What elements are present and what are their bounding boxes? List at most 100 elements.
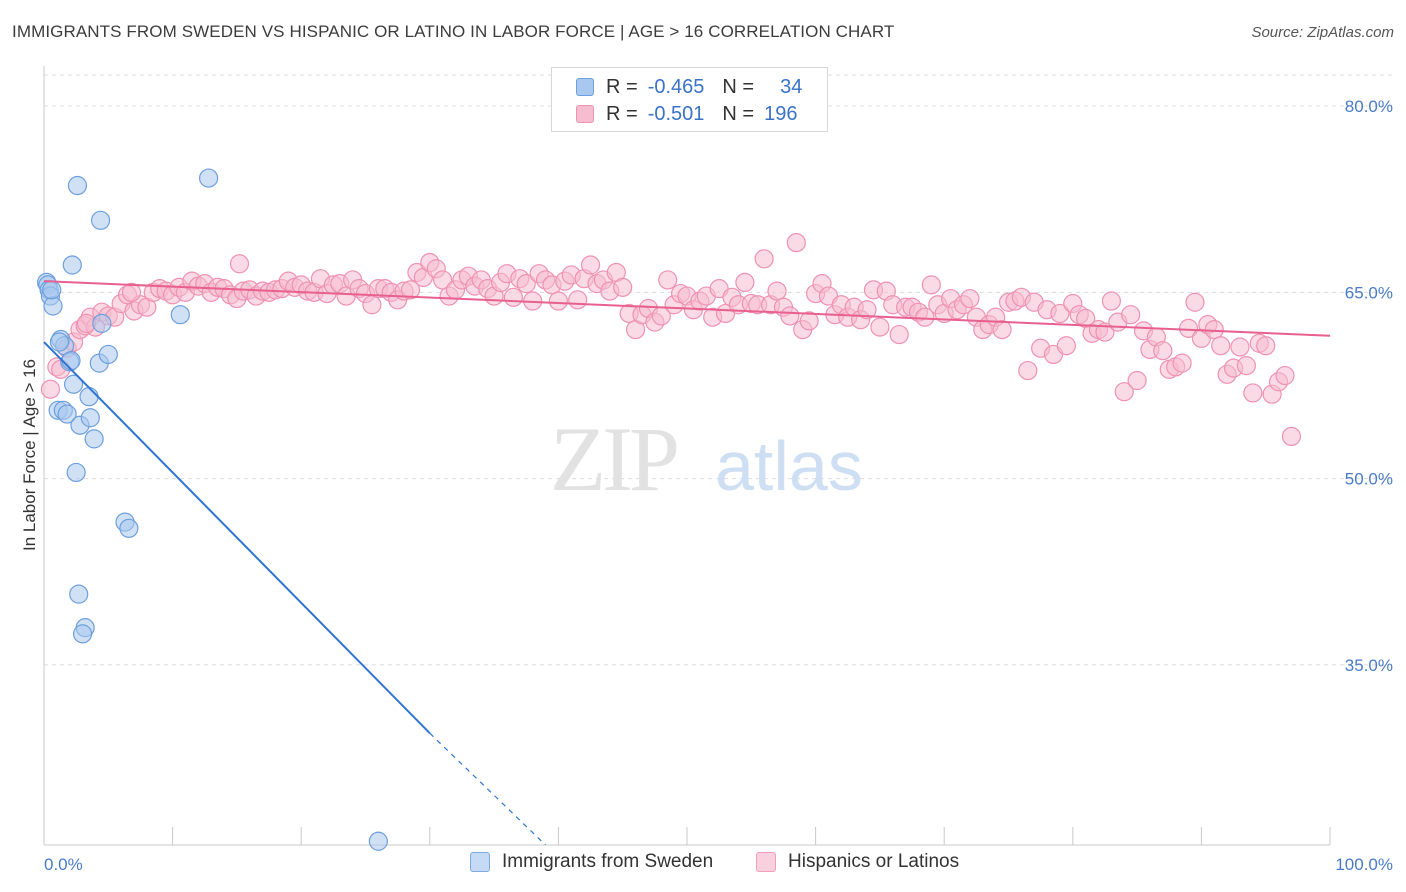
chart-title: IMMIGRANTS FROM SWEDEN VS HISPANIC OR LA… — [12, 22, 895, 41]
hispanics-point — [1121, 305, 1141, 325]
correlation-legend: R = -0.465 N = 34 R = -0.501 N = 196 — [551, 67, 828, 132]
source-label: Source: ZipAtlas.com — [1251, 24, 1394, 41]
sweden-point — [368, 831, 388, 851]
hispanics-point — [799, 311, 819, 331]
sweden-point — [72, 624, 93, 644]
hispanics-point — [1243, 383, 1263, 403]
legend-swatch-hispanics — [756, 852, 776, 872]
legend-row-hispanics: R = -0.501 N = 196 — [576, 102, 797, 126]
axes — [43, 66, 1331, 846]
sweden-point — [119, 518, 139, 538]
hispanics-point — [915, 307, 935, 327]
sweden-point — [199, 168, 219, 188]
y-tick-labels: 35.0% 50.0% 65.0% 80.0% — [1345, 97, 1393, 675]
hispanics-point — [1101, 291, 1121, 311]
legend-r-label: R = — [606, 75, 638, 98]
hispanics-point — [613, 277, 633, 297]
hispanics-point — [1056, 336, 1076, 356]
sweden-point — [67, 175, 88, 196]
hispanics-point — [1185, 292, 1205, 312]
hispanics-point — [1127, 370, 1147, 391]
watermark-atlas: atlas — [715, 427, 863, 505]
sweden-point — [66, 462, 86, 483]
hispanics-point — [921, 275, 941, 295]
hispanics-point — [870, 317, 890, 337]
legend-r-value: -0.465 — [647, 75, 705, 98]
sweden-trend-line — [43, 341, 431, 734]
sweden-points — [36, 168, 388, 851]
legend-n-value: 34 — [780, 75, 803, 98]
sweden-point — [49, 332, 70, 352]
y-tick-label: 80.0% — [1345, 97, 1393, 116]
x-tick-min: 0.0% — [44, 855, 83, 874]
hispanics-point — [889, 324, 909, 345]
legend-label-hispanics: Hispanics or Latinos — [788, 851, 960, 872]
legend-n-value: 196 — [764, 102, 798, 125]
hispanics-point — [40, 379, 61, 399]
y-tick-label: 35.0% — [1345, 656, 1393, 675]
y-tick-label: 65.0% — [1345, 283, 1393, 302]
x-tick-max: 100.0% — [1335, 855, 1393, 874]
hispanics-point — [767, 281, 787, 301]
sweden-point — [57, 404, 77, 424]
hispanics-point — [548, 291, 569, 311]
hispanics-point — [857, 300, 877, 320]
sweden-point — [90, 210, 111, 230]
hispanics-point — [1204, 319, 1224, 340]
hispanics-point — [1178, 318, 1199, 338]
hispanics-point — [1050, 303, 1070, 324]
legend-n-label: N = — [722, 102, 755, 125]
grid-lines — [44, 74, 1393, 666]
sweden-point — [62, 255, 82, 275]
hispanics-point — [362, 295, 382, 315]
hispanics-point — [400, 280, 421, 300]
hispanics-point — [780, 306, 800, 326]
legend-r-label: R = — [606, 102, 638, 125]
hispanics-point — [1281, 426, 1302, 447]
hispanics-point — [229, 254, 250, 274]
legend-label-sweden: Immigrants from Sweden — [502, 851, 714, 872]
hispanics-point — [1275, 365, 1295, 386]
sweden-point — [79, 387, 99, 407]
hispanics-point — [516, 274, 536, 294]
hispanics-point — [1230, 337, 1250, 357]
y-tick-label: 50.0% — [1345, 470, 1393, 489]
legend-n-label: N = — [722, 75, 755, 98]
hispanics-point — [1114, 382, 1134, 402]
hispanics-point — [658, 270, 678, 290]
sweden-point — [61, 351, 81, 371]
legend-swatch-sweden — [470, 852, 490, 872]
sweden-point — [170, 305, 190, 325]
hispanics-point — [1172, 353, 1192, 373]
legend-item-hispanics[interactable]: Hispanics or Latinos — [756, 851, 959, 873]
hispanics-point — [568, 290, 588, 310]
hispanics-point — [735, 272, 755, 293]
sweden-point — [63, 374, 84, 394]
legend-row-sweden: R = -0.465 N = 34 — [576, 75, 802, 99]
hispanics-point — [580, 255, 601, 275]
series-legend: Immigrants from Sweden Hispanics or Lati… — [0, 851, 1406, 877]
hispanics-trend-line — [43, 280, 1331, 337]
trend-lines — [43, 280, 1331, 846]
hispanics-point — [1153, 341, 1173, 361]
sweden-point — [84, 429, 104, 449]
hispanics-point — [992, 319, 1012, 340]
hispanics-point — [121, 282, 142, 302]
hispanics-point — [1211, 336, 1231, 356]
legend-item-sweden[interactable]: Immigrants from Sweden — [470, 851, 713, 873]
hispanics-point — [786, 233, 806, 253]
hispanics-point — [433, 270, 453, 290]
hispanics-point — [1018, 360, 1038, 381]
hispanics-point — [1236, 356, 1257, 376]
legend-r-value: -0.501 — [647, 102, 705, 125]
hispanics-point — [960, 288, 980, 309]
legend-swatch-sweden — [576, 78, 594, 96]
hispanics-point — [1095, 322, 1115, 342]
sweden-point — [42, 280, 62, 300]
sweden-point — [98, 344, 118, 365]
sweden-trend-extension — [429, 732, 546, 846]
hispanics-point — [1256, 336, 1276, 356]
sweden-point — [69, 584, 89, 604]
hispanics-point — [503, 287, 523, 307]
